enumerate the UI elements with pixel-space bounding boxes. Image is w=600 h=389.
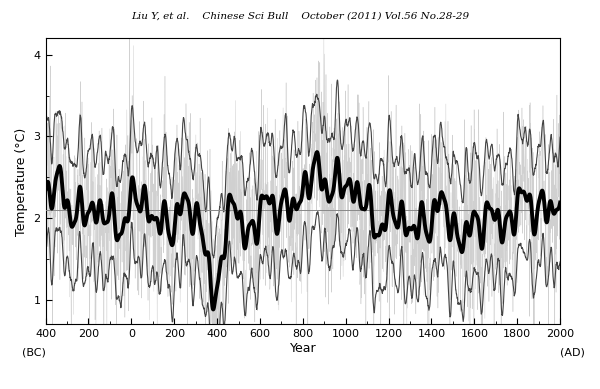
Text: (AD): (AD) [560,347,585,357]
Y-axis label: Temperature (°C): Temperature (°C) [15,127,28,235]
Text: (BC): (BC) [22,347,46,357]
Text: Liu Y, et al.    Chinese Sci Bull    October (2011) Vol.56 No.28-29: Liu Y, et al. Chinese Sci Bull October (… [131,12,469,21]
X-axis label: Year: Year [290,342,316,355]
